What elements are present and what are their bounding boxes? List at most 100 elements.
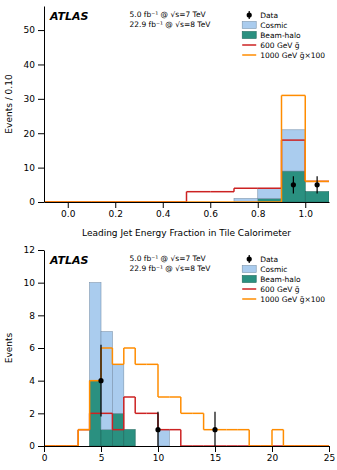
tick-label: 30 (24, 94, 36, 104)
step-segment (258, 187, 282, 189)
x-axis: 0510152025 (42, 446, 336, 463)
axis-title: Leading Jet Energy Fraction in Tile Calo… (82, 228, 291, 238)
bar (147, 446, 158, 447)
step-segment (68, 201, 92, 202)
legend-label: Cosmic (260, 21, 287, 30)
bar (169, 446, 180, 447)
bar (238, 446, 249, 447)
step-connector (283, 430, 285, 446)
step-connector (134, 348, 136, 364)
legend-item: 1000 GeV g̃×100 (242, 51, 325, 60)
bar (261, 446, 272, 447)
tick-label: 12 (24, 245, 35, 255)
tick: 25 (324, 446, 335, 463)
step-segment (92, 201, 116, 202)
axis-domain (45, 446, 330, 447)
tick: 0.4 (156, 202, 171, 219)
step-segment (44, 445, 55, 446)
step-connector (77, 430, 79, 446)
bar (234, 199, 258, 202)
step-segment (112, 429, 123, 431)
bar (67, 446, 78, 447)
tick-mark (44, 446, 45, 452)
bar (283, 446, 294, 447)
step-segment (306, 445, 317, 446)
step-segment (187, 191, 211, 193)
tick: 5 (99, 446, 105, 463)
bar (258, 188, 282, 198)
step-segment (238, 429, 249, 431)
step-segment (282, 95, 306, 97)
legend-swatch (242, 276, 256, 283)
legend-swatch (242, 266, 256, 273)
tick-mark (215, 446, 216, 452)
data-point (315, 182, 320, 187)
legend-swatch (242, 288, 256, 290)
legend-label: Beam-halo (260, 31, 301, 40)
step-segment (78, 429, 89, 431)
bar (204, 446, 215, 447)
tick-mark (38, 64, 44, 65)
tick-label: 0 (42, 453, 48, 463)
step-connector (89, 381, 91, 430)
plot-area (44, 283, 329, 446)
tick: 10 (153, 446, 165, 463)
bar (55, 446, 66, 447)
legend: DataCosmicBeam-halo600 GeV g̃1000 GeV g̃… (242, 255, 325, 304)
step-segment (124, 347, 135, 349)
step-connector (305, 95, 307, 181)
tick-mark (38, 446, 44, 447)
step-segment (92, 201, 116, 202)
bar (44, 446, 55, 447)
step-segment (55, 445, 66, 446)
tick-label: 50 (24, 25, 36, 35)
step-connector (112, 413, 114, 429)
annotation: ATLAS (49, 10, 88, 23)
step-segment (158, 396, 169, 398)
data-point (212, 427, 217, 432)
tick-mark (38, 315, 44, 316)
step-connector (180, 397, 182, 413)
step-segment (272, 429, 283, 431)
bar (181, 446, 192, 447)
step-connector (271, 430, 273, 446)
step-connector (123, 397, 125, 430)
step-segment (169, 396, 180, 398)
step-segment (67, 445, 78, 446)
legend-item: Beam-halo (242, 275, 301, 284)
legend-label: 600 GeV g̃ (260, 41, 300, 50)
bar (192, 446, 203, 447)
legend-item: 600 GeV g̃ (242, 285, 300, 294)
tick-mark (68, 202, 69, 208)
tick-mark (305, 202, 306, 208)
annotation: 5.0 fb⁻¹ @ √s=7 TeV (130, 10, 207, 19)
step-connector (77, 430, 79, 446)
tick-label: 4 (29, 376, 35, 386)
step-segment (215, 445, 226, 446)
tick-label: 10 (24, 278, 36, 288)
bar (226, 446, 237, 447)
y-axis: 024681012 (24, 245, 45, 451)
step-segment (135, 364, 146, 366)
legend-label: 1000 GeV g̃×100 (260, 51, 325, 60)
bar (139, 202, 163, 203)
bar (234, 202, 258, 203)
bar (90, 283, 101, 381)
bar (163, 202, 187, 203)
legend-item: Cosmic (242, 265, 287, 274)
tick-label: 1.0 (299, 209, 314, 219)
step-segment (272, 445, 283, 446)
step-segment (163, 201, 187, 202)
data-series (98, 345, 217, 446)
bar (44, 446, 55, 447)
legend-label: Beam-halo (260, 275, 301, 284)
step-segment (210, 191, 234, 193)
bar (306, 446, 317, 447)
tick: 40 (24, 60, 44, 70)
step-segment (261, 445, 272, 446)
bar (272, 446, 283, 447)
step-segment (90, 413, 101, 415)
bar (226, 446, 237, 447)
tick-mark (38, 99, 44, 100)
tick-mark (163, 202, 164, 208)
